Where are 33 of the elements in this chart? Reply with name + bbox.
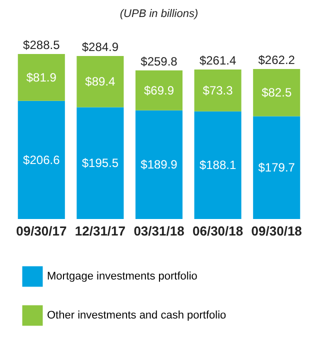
bar	[135, 70, 183, 110]
x-tick-label: 09/30/18	[251, 224, 302, 238]
bar	[135, 110, 183, 219]
data-label: $195.5	[82, 156, 119, 170]
total-label: $288.5	[23, 38, 60, 52]
bar	[253, 116, 300, 219]
total-label: $261.4	[199, 54, 236, 68]
data-label: $188.1	[199, 158, 236, 172]
data-label: $89.4	[85, 74, 116, 89]
bar	[76, 107, 124, 219]
data-label: $73.3	[202, 83, 234, 98]
bar	[194, 111, 242, 219]
bar	[18, 54, 65, 101]
x-tick-label: 06/30/18	[192, 224, 244, 238]
data-label: $81.9	[26, 70, 57, 84]
total-label: $284.9	[82, 40, 119, 54]
bar	[18, 100, 65, 219]
legend-label: Other investments and cash portfolio	[47, 310, 226, 322]
data-label: $82.5	[262, 86, 292, 100]
chart-subtitle: (UPB in billions)	[120, 8, 198, 20]
bar	[194, 70, 242, 112]
data-label: $189.9	[140, 158, 178, 172]
legend-label: Mortgage investments portfolio	[47, 270, 198, 282]
data-label: $69.9	[144, 83, 174, 98]
x-tick-label: 09/30/17	[16, 224, 67, 238]
data-label: $206.6	[23, 152, 60, 167]
x-tick-label: 03/31/18	[134, 224, 184, 238]
bar	[253, 69, 300, 116]
bar	[76, 56, 124, 108]
total-label: $262.2	[258, 53, 296, 68]
x-tick-label: 12/31/17	[74, 224, 126, 238]
data-label: $179.7	[258, 160, 296, 175]
total-label: $259.8	[140, 54, 178, 68]
